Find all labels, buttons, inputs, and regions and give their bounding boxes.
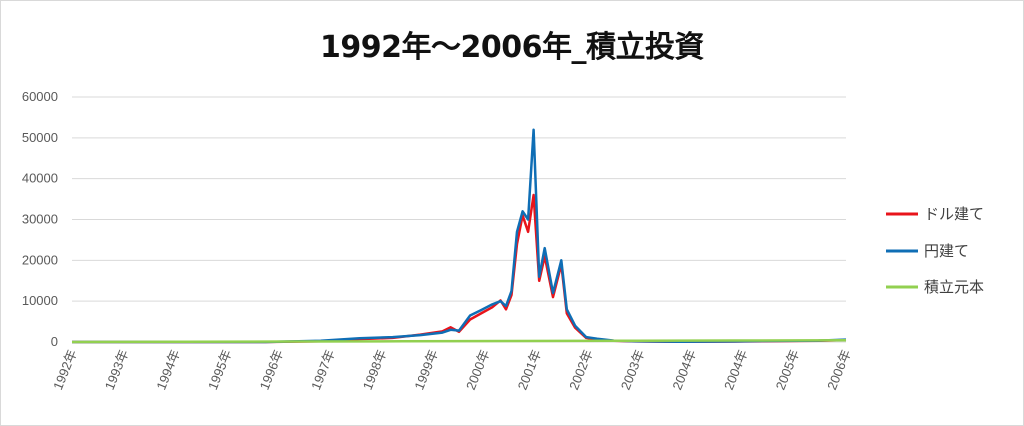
x-tick-label: 1995年	[205, 348, 235, 392]
grid-lines	[72, 96, 846, 343]
series-line-2	[71, 339, 847, 344]
x-tick-label: 1997年	[308, 348, 338, 392]
y-tick-label: 40000	[22, 171, 58, 186]
y-tick-label: 20000	[22, 252, 58, 267]
x-tick-label: 2004年	[669, 348, 699, 392]
x-tick-label: 1999年	[411, 348, 441, 392]
series-lines	[71, 128, 847, 344]
series-line-1	[72, 128, 847, 344]
x-tick-label: 2006年	[824, 348, 854, 392]
y-tick-label: 30000	[22, 212, 58, 227]
x-tick-label: 1992年	[50, 348, 80, 392]
x-axis-ticks: 1992年 1993年 1994年 1995年 1996年 1997年 1998年 1999年…	[50, 348, 854, 392]
y-tick-label: 0	[51, 334, 58, 349]
chart-title: 1992年～2006年_積立投資	[320, 30, 705, 65]
x-tick-label: 2004年	[721, 348, 751, 392]
legend-label-0: ドル建て	[924, 205, 984, 223]
legend-label-2: 積立元本	[924, 278, 984, 296]
x-tick-label: 1994年	[153, 348, 183, 392]
y-tick-label: 10000	[22, 293, 58, 308]
y-tick-label: 60000	[22, 89, 58, 104]
y-axis-ticks: 0 10000 20000 30000 40000 50000 60000	[22, 89, 58, 349]
x-tick-label: 1996年	[257, 348, 287, 392]
legend-label-1: 円建て	[924, 242, 969, 260]
x-tick-label: 2002年	[566, 348, 596, 392]
x-tick-label: 1998年	[360, 348, 390, 392]
x-tick-label: 2005年	[773, 348, 803, 392]
y-tick-label: 50000	[22, 130, 58, 145]
x-tick-label: 2003年	[618, 348, 648, 392]
series-line-0	[72, 193, 847, 344]
x-tick-label: 2001年	[515, 348, 545, 392]
x-tick-label: 2000年	[463, 348, 493, 392]
x-tick-label: 1993年	[102, 348, 132, 392]
